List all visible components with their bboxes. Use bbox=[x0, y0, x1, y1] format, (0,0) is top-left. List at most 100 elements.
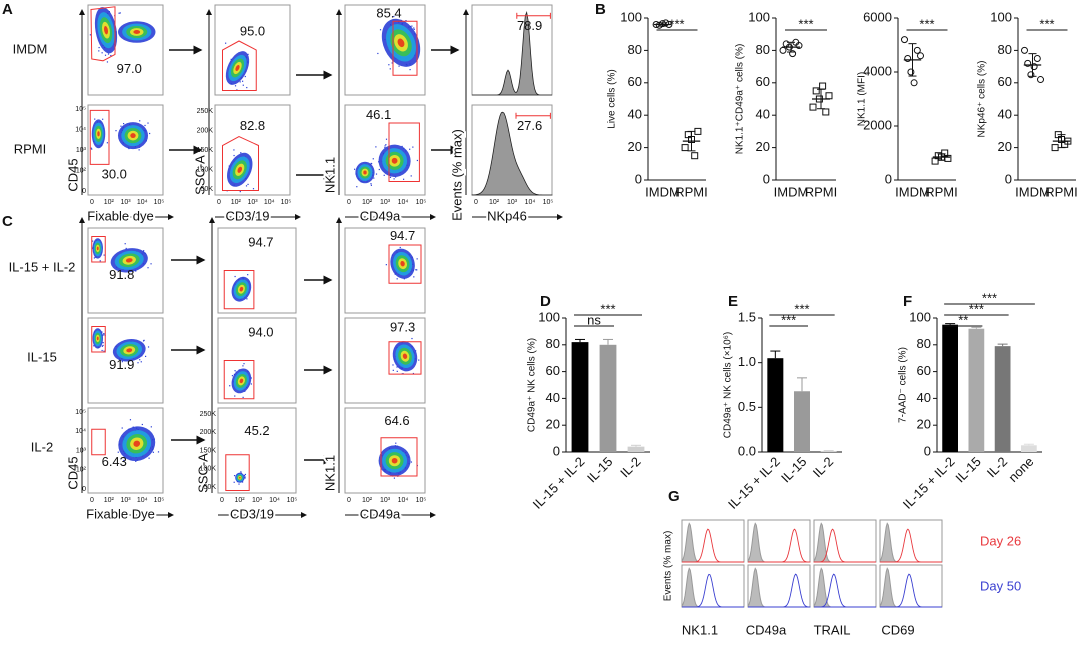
data-point bbox=[795, 42, 803, 50]
event-dot bbox=[244, 75, 246, 78]
significance-label: *** bbox=[969, 301, 984, 316]
event-dot bbox=[107, 53, 110, 55]
bar bbox=[942, 324, 958, 452]
flow-tick-label: 0 bbox=[347, 497, 351, 504]
flow-tick-label: 10³ bbox=[380, 199, 391, 206]
flow-tick-label: 0 bbox=[82, 188, 86, 195]
event-dot bbox=[401, 145, 403, 148]
y-axis-label: SSC-A bbox=[192, 155, 207, 195]
x-axis-label: CD49a bbox=[360, 506, 401, 521]
stain-histogram bbox=[814, 573, 876, 608]
y-tick-label: 6000 bbox=[863, 9, 892, 24]
y-axis-label: CD49a⁺ NK cells (×10⁶) bbox=[723, 332, 734, 438]
y-tick-label: 60 bbox=[756, 74, 770, 89]
x-axis-label: Fixable Dye bbox=[86, 506, 155, 521]
flow-tick-label: 10⁴ bbox=[525, 199, 536, 206]
gate bbox=[222, 135, 259, 191]
event-dot bbox=[141, 423, 143, 426]
flow-tick-label: 10⁴ bbox=[398, 199, 409, 206]
panel-letter: A bbox=[2, 1, 13, 18]
bar bbox=[968, 328, 985, 452]
x-tick-label: IL-15 + IL-2 bbox=[725, 454, 783, 512]
row-label: Day 50 bbox=[980, 578, 1021, 593]
event-dot bbox=[142, 340, 145, 342]
event-dot bbox=[405, 20, 407, 22]
flow-plot: 91.9 bbox=[87, 317, 164, 404]
event-dot bbox=[415, 269, 417, 271]
gate bbox=[392, 20, 418, 76]
data-point bbox=[1021, 46, 1028, 54]
event-dot bbox=[103, 350, 105, 352]
event-dot bbox=[124, 243, 126, 245]
event-dot bbox=[392, 369, 394, 371]
event-dot bbox=[147, 267, 149, 269]
event-dot bbox=[233, 475, 236, 477]
stain-histogram bbox=[748, 528, 811, 563]
flow-plot: 85.4 bbox=[344, 4, 426, 96]
flow-plot: 46.1 bbox=[344, 104, 426, 196]
x-tick-label: IMDM bbox=[895, 184, 930, 199]
y-axis-label: 7-AAD⁻ cells (%) bbox=[898, 347, 909, 423]
event-dot bbox=[157, 451, 160, 453]
data-point bbox=[1027, 71, 1035, 79]
event-dot bbox=[240, 471, 242, 473]
density bbox=[96, 246, 99, 251]
event-dot bbox=[416, 258, 418, 260]
event-dot bbox=[246, 298, 248, 300]
flow-plot: 95.0 bbox=[214, 4, 291, 96]
x-axis-label: CD49a bbox=[360, 208, 401, 223]
event-dot bbox=[152, 451, 154, 453]
bar bbox=[994, 346, 1011, 452]
density bbox=[397, 38, 405, 48]
event-dot bbox=[102, 334, 104, 336]
flow-tick-label: 0 bbox=[82, 486, 86, 493]
y-tick-label: 40 bbox=[756, 107, 770, 122]
x-axis-label: NK1.1 bbox=[682, 622, 718, 637]
flow-tick-label: 10⁴ bbox=[75, 428, 86, 435]
panel-letter: D bbox=[540, 293, 551, 310]
flow-tick-label: 10² bbox=[104, 497, 115, 504]
bar bbox=[767, 358, 784, 452]
y-tick-label: 100 bbox=[990, 9, 1012, 24]
gate-percent: 82.8 bbox=[240, 118, 265, 133]
flow-plot: 94.7 bbox=[344, 227, 426, 314]
density bbox=[239, 378, 244, 384]
gate-percent: 94.0 bbox=[248, 325, 273, 340]
gate-percent: 97.0 bbox=[117, 61, 142, 76]
density bbox=[97, 131, 100, 137]
event-dot bbox=[388, 64, 390, 66]
flow-tick-label: 150K bbox=[200, 447, 217, 454]
gate-percent: 6.43 bbox=[102, 454, 127, 469]
flow-tick-label: 10² bbox=[104, 199, 115, 206]
density bbox=[96, 336, 99, 341]
y-tick-label: 0 bbox=[1005, 171, 1012, 186]
flow-tick-label: 10³ bbox=[380, 497, 391, 504]
x-axis-label: CD49a bbox=[746, 622, 787, 637]
event-dot bbox=[102, 342, 104, 344]
x-tick-label: IMDM bbox=[1015, 184, 1050, 199]
y-tick-label: 0 bbox=[885, 171, 892, 186]
y-axis-label: Events (% max) bbox=[663, 531, 674, 602]
flow-plot: 78.9 bbox=[471, 4, 553, 96]
event-dot bbox=[137, 362, 139, 364]
y-tick-label: 60 bbox=[998, 74, 1012, 89]
event-dot bbox=[106, 142, 108, 144]
y-tick-label: 80 bbox=[756, 42, 770, 57]
density bbox=[400, 260, 405, 267]
flow-tick-label: 10³ bbox=[507, 199, 518, 206]
event-dot bbox=[120, 125, 122, 127]
bar bbox=[599, 344, 617, 452]
x-tick-label: IMDM bbox=[774, 184, 809, 199]
event-dot bbox=[385, 264, 387, 266]
y-tick-label: 100 bbox=[909, 309, 931, 324]
x-tick-label: IL-15 bbox=[778, 454, 810, 486]
event-dot bbox=[225, 42, 227, 44]
panel-letter: C bbox=[2, 213, 13, 230]
y-axis-label: Live cells (%) bbox=[607, 69, 618, 128]
flow-tick-label: 10⁵ bbox=[543, 199, 554, 206]
y-tick-label: 2000 bbox=[863, 117, 892, 132]
event-dot bbox=[236, 89, 238, 91]
bar bbox=[820, 451, 837, 452]
gate bbox=[89, 109, 110, 165]
event-dot bbox=[377, 52, 379, 55]
